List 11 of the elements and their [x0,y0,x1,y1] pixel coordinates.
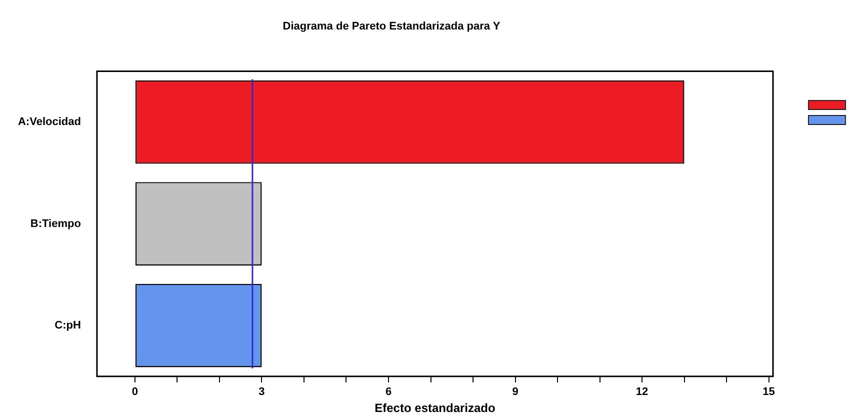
y-tick-label: A:Velocidad [18,116,81,128]
x-axis-title: Efecto estandarizado [374,401,496,416]
y-tick-label: C:pH [54,320,82,332]
x-tick-label: 15 [762,386,775,398]
chart-title: Diagrama de Pareto Estandarizada para Y [282,20,501,33]
x-tick-label: 12 [636,386,648,398]
x-tick-label: 3 [258,386,265,398]
x-tick-label: 0 [132,386,138,398]
y-tick-label: B:Tiempo [30,218,82,230]
x-tick-label: 6 [385,386,392,398]
x-tick-label: 9 [512,386,518,398]
